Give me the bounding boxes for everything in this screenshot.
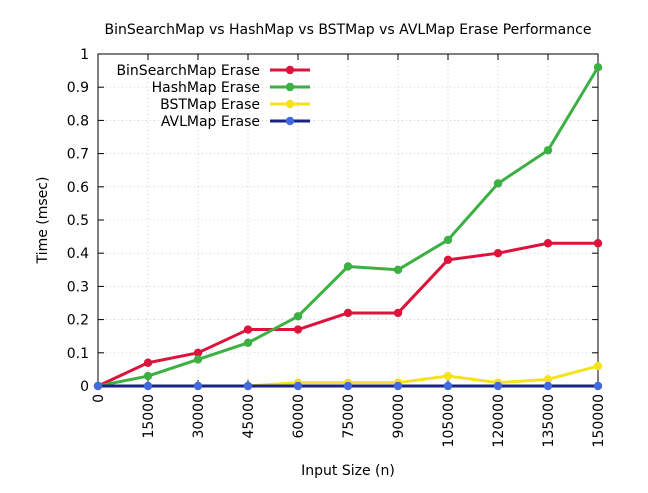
data-point	[193, 355, 203, 364]
y-tick-label: 0.8	[67, 113, 89, 129]
x-tick-label: 15000	[141, 394, 157, 439]
y-tick-label: 0.3	[67, 279, 89, 295]
y-tick-label: 1	[80, 47, 89, 63]
data-point	[493, 249, 503, 258]
data-point	[143, 358, 153, 367]
data-point	[493, 381, 503, 391]
data-point	[443, 235, 453, 245]
legend-marker	[285, 65, 295, 75]
y-tick-label: 0.7	[67, 147, 89, 163]
data-point	[93, 381, 103, 391]
legend-label: AVLMap Erase	[161, 114, 260, 130]
y-axis-label: Time (msec)	[35, 177, 51, 265]
data-point	[543, 146, 553, 155]
legend-entry-1: HashMap Erase	[152, 80, 310, 96]
x-tick-label: 30000	[191, 394, 207, 439]
data-point	[193, 348, 203, 357]
x-tick-label: 105000	[441, 394, 457, 447]
data-point	[393, 265, 403, 274]
data-point	[543, 375, 553, 384]
series-0	[93, 239, 603, 391]
data-point	[443, 371, 453, 381]
y-tick-label: 0.4	[67, 246, 89, 262]
data-point	[343, 381, 353, 391]
x-tick-label: 75000	[341, 394, 357, 439]
legend-label: BSTMap Erase	[160, 97, 260, 113]
y-tick-label: 0	[80, 379, 89, 395]
x-tick-label: 60000	[291, 394, 307, 439]
x-tick-label: 150000	[591, 394, 607, 447]
data-point	[143, 371, 153, 381]
x-tick-label: 120000	[491, 394, 507, 447]
data-point	[293, 325, 303, 334]
data-point	[393, 381, 403, 391]
x-axis-label: Input Size (n)	[301, 463, 395, 479]
data-point	[343, 262, 353, 271]
legend-label: BinSearchMap Erase	[116, 63, 260, 79]
data-point	[543, 239, 553, 248]
legend-marker	[285, 116, 295, 126]
data-point	[443, 255, 453, 265]
data-point	[243, 325, 253, 334]
data-point	[343, 308, 353, 318]
data-point	[493, 179, 503, 188]
data-point	[593, 361, 603, 371]
x-tick-label: 0	[91, 394, 107, 403]
data-point	[543, 381, 553, 391]
data-point	[243, 381, 253, 391]
data-point	[143, 381, 153, 391]
legend-label: HashMap Erase	[152, 80, 260, 96]
legend-marker	[285, 99, 295, 109]
data-point	[393, 308, 403, 318]
x-tick-label: 45000	[241, 394, 257, 439]
legend-marker	[285, 82, 295, 92]
y-tick-label: 0.6	[67, 180, 89, 196]
y-tick-label: 0.2	[67, 313, 89, 329]
x-tick-label: 135000	[541, 394, 557, 447]
series-group	[93, 63, 603, 391]
data-point	[243, 338, 253, 348]
data-point	[193, 381, 203, 391]
data-point	[593, 381, 603, 391]
data-point	[593, 63, 603, 72]
y-tick-label: 0.5	[67, 213, 89, 229]
series-3	[93, 381, 603, 391]
y-tick-label: 0.1	[67, 346, 89, 362]
axes: 0 0.1 0.2 0.3 0.4 0.5 0.6 0.7 0.8 0.9 1 0 15000 30000…	[67, 47, 607, 447]
data-point	[293, 381, 303, 391]
legend-entry-2: BSTMap Erase	[160, 97, 310, 113]
x-tick-label: 90000	[391, 394, 407, 439]
legend-entry-0: BinSearchMap Erase	[116, 63, 310, 79]
data-point	[443, 381, 453, 391]
legend-entry-3: AVLMap Erase	[161, 114, 310, 130]
data-point	[593, 239, 603, 248]
chart-title: BinSearchMap vs HashMap vs BSTMap vs AVL…	[105, 22, 592, 38]
y-tick-label: 0.9	[67, 80, 89, 96]
data-point	[293, 312, 303, 321]
